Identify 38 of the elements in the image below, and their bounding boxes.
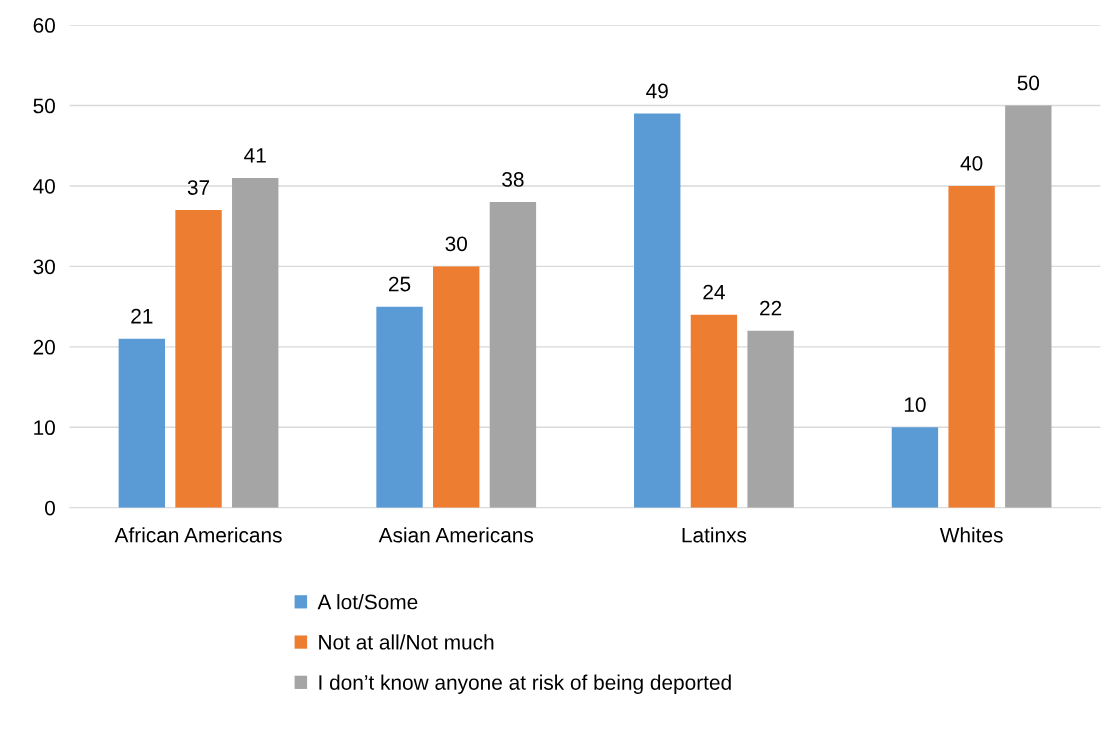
data-label: 24 <box>703 284 725 300</box>
bar <box>948 185 995 508</box>
y-tick-label: 50 <box>33 98 55 114</box>
data-label: 25 <box>388 276 411 292</box>
y-tick-label: 20 <box>33 339 55 355</box>
data-label: 41 <box>244 148 266 163</box>
y-tick-label: 60 <box>33 18 55 33</box>
bar <box>634 113 681 508</box>
bar <box>232 177 279 508</box>
bar <box>175 210 222 508</box>
x-tick-label: Whites <box>939 527 1003 543</box>
legend-label: A lot/Some <box>317 594 418 610</box>
y-tick-label: 40 <box>33 178 55 194</box>
x-tick-label: Latinxs <box>682 527 747 543</box>
data-label: 40 <box>960 155 983 171</box>
x-tick-label: Asian Americans <box>378 527 534 543</box>
legend-label: Not at all/Not much <box>319 634 494 650</box>
bar <box>690 314 738 508</box>
data-label: 21 <box>131 308 153 324</box>
data-label: 50 <box>1017 75 1040 91</box>
bar <box>1005 105 1052 508</box>
data-label: 30 <box>445 236 467 252</box>
bar <box>891 427 939 508</box>
legend-label: I don’t know anyone at risk of being deported <box>319 674 731 694</box>
y-tick-label: 0 <box>45 500 55 516</box>
y-tick-label: 30 <box>33 259 55 275</box>
y-tick-label: 10 <box>34 420 55 436</box>
bar <box>747 330 794 508</box>
data-label: 49 <box>646 83 668 99</box>
bar <box>489 202 537 508</box>
bar <box>433 266 480 508</box>
data-label: 38 <box>502 172 524 187</box>
data-label: 37 <box>187 180 210 195</box>
bar <box>376 306 423 508</box>
x-tick-label: African Americans <box>114 527 282 543</box>
bar <box>118 338 166 508</box>
data-label: 10 <box>904 397 926 413</box>
data-label: 22 <box>760 300 782 316</box>
